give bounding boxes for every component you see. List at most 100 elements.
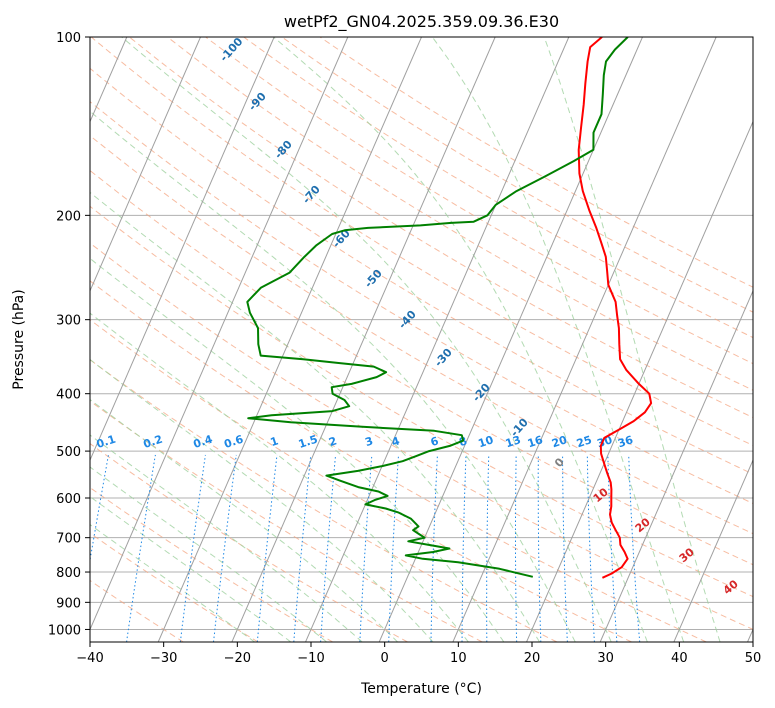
dry-adiabat-line [90, 242, 753, 630]
plot-area: 0.1 0.2 0.4 0.6 1 1.5 2 3 4 6 8 10 13 16 20 25 30 36-100-… [90, 35, 753, 642]
y-tick-label: 200 [56, 209, 81, 224]
mixing-ratio-label: 1 [269, 434, 280, 449]
mixing-ratio-line [179, 454, 206, 642]
isotherm-line [526, 120, 753, 642]
mixing-ratio-line [293, 454, 312, 642]
moist-adiabat-line [90, 466, 327, 642]
y-tick-label: 1000 [48, 623, 81, 638]
y-tick-label: 800 [56, 566, 81, 581]
y-tick-label: 600 [56, 492, 81, 507]
dry-adiabat-line [90, 532, 259, 642]
moist-adiabat-line [543, 37, 721, 642]
dry-adiabat-label: -100 [217, 35, 245, 64]
mixing-ratio-label: 3 [363, 434, 374, 449]
dry-adiabat-line [90, 37, 753, 447]
mixing-ratio-line [607, 454, 618, 642]
isotherm-line [673, 458, 753, 642]
isotherm-line [157, 37, 422, 642]
x-tick-label: −40 [76, 651, 103, 666]
dewpoint-line [246, 37, 629, 578]
dry-adiabat-line [90, 205, 753, 598]
moist-adiabat-line [90, 496, 292, 642]
mixing-ratio-line [586, 454, 595, 642]
mixing-ratio-label: 16 [526, 433, 545, 450]
mixing-ratio-line [90, 454, 109, 563]
x-tick-label: −10 [297, 651, 324, 666]
moist-adiabat-line [90, 312, 469, 642]
y-axis-label: Pressure (hPa) [11, 289, 27, 389]
dry-adiabat-line [90, 443, 408, 642]
mixing-ratio-label: 8 [457, 434, 468, 449]
moist-adiabat-label: 40 [721, 577, 741, 597]
x-tick-label: 50 [745, 651, 762, 666]
moist-adiabat-line [90, 398, 398, 642]
y-tick-label: 700 [56, 532, 81, 547]
moist-adiabat-line [273, 37, 648, 642]
x-tick-label: −30 [150, 651, 177, 666]
dry-adiabat-line [90, 280, 707, 642]
isotherm-line [599, 289, 753, 642]
mixing-ratio-line [562, 454, 568, 642]
moist-adiabat-label: 20 [633, 515, 653, 535]
isotherm-line [90, 37, 349, 631]
mixing-ratio-label: 0.6 [222, 432, 245, 450]
isotherm-line [305, 37, 570, 642]
y-tick-label: 100 [56, 31, 81, 46]
mixing-ratio-label: 36 [616, 433, 635, 450]
x-tick-label: −20 [224, 651, 251, 666]
mixing-ratio-line [430, 454, 438, 642]
mixing-ratio-label: 0.1 [95, 433, 118, 451]
moist-adiabat-line [90, 434, 363, 642]
x-tick-label: 30 [597, 651, 614, 666]
mixing-ratio-label: 1.5 [297, 433, 320, 451]
isotherm-line [231, 37, 496, 642]
moist-adiabat-line [90, 257, 505, 642]
dry-adiabat-line [90, 359, 558, 642]
dry-adiabat-line [90, 319, 632, 642]
x-tick-label: 20 [524, 651, 541, 666]
dry-adiabat-line [90, 67, 753, 475]
y-tick-label: 400 [56, 388, 81, 403]
y-tick-label: 300 [56, 314, 81, 329]
isotherm-line [747, 628, 753, 642]
dry-adiabat-line [90, 135, 753, 535]
mixing-ratio-label: 4 [390, 434, 402, 449]
mixing-ratio-line [256, 454, 278, 642]
mixing-ratio-label: 13 [504, 433, 523, 450]
dry-adiabat-label: -50 [362, 267, 385, 291]
dry-adiabat-label: -30 [432, 346, 455, 370]
mixing-ratio-label: 10 [476, 433, 495, 450]
y-tick-label: 900 [56, 596, 81, 611]
mixing-ratio-label: 2 [327, 434, 338, 449]
temperature-line [577, 37, 653, 579]
plot-frame [89, 36, 754, 643]
x-tick-label: 10 [450, 651, 467, 666]
isotherm-line [90, 37, 201, 293]
moist-adiabat-line [431, 37, 685, 642]
mixing-ratio-label: 0.4 [192, 432, 215, 450]
x-tick-label: 40 [671, 651, 688, 666]
mixing-ratio-line [388, 454, 399, 642]
dry-adiabat-line [90, 487, 334, 642]
mixing-ratio-line [359, 454, 373, 642]
mixing-ratio-label: 25 [575, 433, 594, 450]
axes: −40 −30 −20 −10 0 10 20 30 40 5010020030040050060… [48, 31, 761, 666]
mixing-ratio-line [213, 454, 237, 642]
isotherm-line [378, 37, 643, 642]
mixing-ratio-label: 6 [429, 434, 441, 449]
moist-adiabat-line [121, 37, 612, 642]
dry-adiabat-line [129, 37, 753, 419]
dry-adiabat-label: -40 [396, 308, 419, 332]
dry-adiabat-line [281, 37, 753, 313]
dry-adiabat-line [90, 101, 753, 505]
mixing-ratio-line [486, 454, 490, 642]
mixing-ratio-label: 20 [550, 433, 569, 450]
mixing-ratio-label: 0.2 [142, 433, 165, 451]
dry-adiabat-label: -70 [300, 183, 323, 207]
x-tick-label: 0 [381, 651, 389, 666]
chart-title: wetPf2_GN04.2025.359.09.36.E30 [284, 12, 559, 32]
dry-adiabat-line [90, 400, 483, 642]
mixing-ratio-line [628, 454, 641, 642]
dry-adiabat-line [90, 169, 753, 566]
